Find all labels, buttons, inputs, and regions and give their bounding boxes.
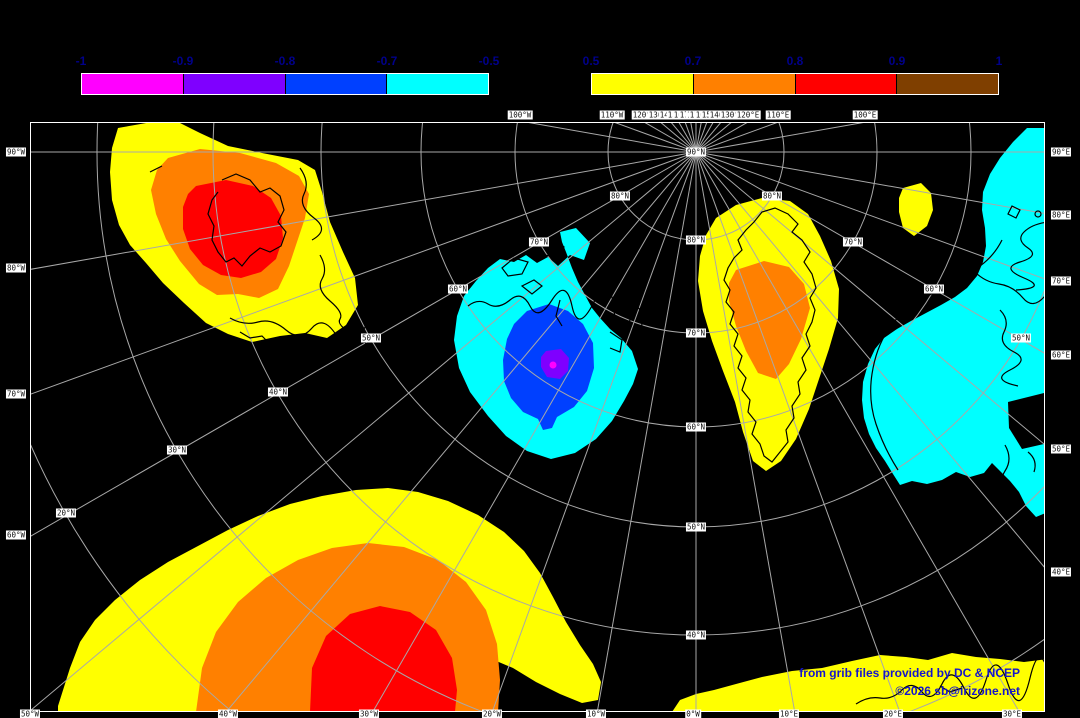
- colorbar-segment: [592, 74, 693, 94]
- graticule-label: 110°W: [599, 110, 625, 120]
- coastline: [520, 279, 543, 295]
- graticule-label: 90°W: [5, 147, 27, 157]
- coastline: [555, 299, 563, 327]
- graticule-label: 120°E: [735, 110, 761, 120]
- graticule-label: 80°N: [685, 235, 707, 245]
- colorbar-segment: [82, 74, 183, 94]
- colorbar-segment: [387, 74, 488, 94]
- colorbar-segment: [795, 74, 897, 94]
- coastline: [1001, 444, 1012, 494]
- graticule-label: 70°N: [528, 237, 550, 247]
- coastline: [319, 254, 369, 350]
- graticule-label: 40°N: [267, 387, 289, 397]
- coastline: [723, 207, 817, 463]
- colorbar-tick-label: -0.7: [376, 54, 398, 68]
- coastline: [239, 331, 271, 345]
- anomaly-region-red: [310, 606, 457, 712]
- graticule-label: 30°E: [1001, 709, 1023, 718]
- anomaly-region-yellow: [672, 653, 1045, 712]
- coastline: [1027, 451, 1036, 473]
- graticule-label: 70°E: [1050, 276, 1072, 286]
- colorbar-tick-label: 0.7: [684, 54, 702, 68]
- coastline: [609, 331, 623, 353]
- anomaly-region-magenta: [549, 361, 557, 369]
- graticule-label: 20°N: [55, 508, 77, 518]
- graticule-label: 80°N: [609, 191, 631, 201]
- graticule-label: 30°N: [166, 445, 188, 455]
- graticule-label: 80°W: [5, 263, 27, 273]
- colorbar-segment: [183, 74, 285, 94]
- coastline: [1010, 221, 1045, 291]
- graticule-label: 50°N: [1010, 333, 1032, 343]
- colorbar-tick-label: 0.9: [888, 54, 906, 68]
- graticule-label: 90°E: [1050, 147, 1072, 157]
- coastline: [855, 657, 1045, 705]
- graticule-label: 60°N: [923, 284, 945, 294]
- coastline: [467, 287, 643, 360]
- coastline: [523, 697, 532, 706]
- graticule-label: 110°E: [765, 110, 791, 120]
- colorbar-segment: [897, 74, 998, 94]
- graticule-label: 10°W: [585, 709, 607, 718]
- colorbar-tick-label: -0.5: [478, 54, 500, 68]
- anomaly-region-yellow: [899, 183, 933, 236]
- colorbar-tick-label: -1: [75, 54, 87, 68]
- graticule-label: 70°N: [842, 237, 864, 247]
- graticule-label: 30°W: [358, 709, 380, 718]
- colorbar-tick-label: 0.8: [786, 54, 804, 68]
- negative-colorbar: [81, 73, 489, 95]
- graticule-label: 80°E: [1050, 210, 1072, 220]
- graticule-label: 50°N: [685, 522, 707, 532]
- colorbar-tick-label: -0.9: [172, 54, 194, 68]
- graticule-label: 20°W: [481, 709, 503, 718]
- graticule-label: 100°W: [507, 110, 533, 120]
- colorbar-tick-label: 0.5: [582, 54, 600, 68]
- coastline: [974, 271, 1045, 305]
- graticule-label: 120°W: [631, 110, 657, 120]
- attribution-source: from grib files provided by DC & NCEP: [799, 666, 1020, 680]
- attribution-copyright: ©2026 sb@irizone.net: [895, 684, 1020, 698]
- coastline: [299, 167, 323, 241]
- positive-colorbar: [591, 73, 999, 95]
- anomaly-region-red: [183, 180, 283, 278]
- coastline: [1034, 210, 1042, 218]
- graticule-label: 80°N: [761, 191, 783, 201]
- graticule-label: 60°N: [685, 422, 707, 432]
- colorbar-tick-label: -0.8: [274, 54, 296, 68]
- coastline: [539, 238, 565, 258]
- graticule-label: 40°E: [1050, 567, 1072, 577]
- graticule-label: 70°W: [5, 389, 27, 399]
- map-border: [30, 122, 1045, 712]
- graticule-label: 100°E: [852, 110, 878, 120]
- graticule-label: 70°N: [685, 328, 707, 338]
- graticule-label: 0°W: [685, 709, 701, 718]
- graticule-label: 50°W: [19, 709, 41, 718]
- graticule-label: 60°N: [447, 284, 469, 294]
- anomaly-region-cyan: [862, 128, 1045, 517]
- coastline: [207, 173, 287, 267]
- coastline: [939, 685, 963, 693]
- coastline: [149, 165, 163, 173]
- graticule-label: 20°E: [882, 709, 904, 718]
- colorbar-tick-label: 1: [995, 54, 1003, 68]
- colorbar-segment: [693, 74, 795, 94]
- coastline: [501, 257, 529, 277]
- graticule-label: 90°N: [685, 147, 707, 157]
- coastline: [870, 239, 1003, 471]
- coastline: [999, 309, 1022, 387]
- coastline: [1007, 205, 1021, 219]
- graticule-label: 50°E: [1050, 444, 1072, 454]
- anomaly-region-mask: [1008, 392, 1045, 449]
- anomaly-region-orange: [729, 261, 810, 379]
- graticule-label: 50°N: [360, 333, 382, 343]
- graticule-label: 10°E: [778, 709, 800, 718]
- colorbar-segment: [285, 74, 387, 94]
- graticule-label: 40°W: [217, 709, 239, 718]
- graticule-label: 130°E: [719, 110, 745, 120]
- graticule-label: 40°N: [685, 630, 707, 640]
- graticule-label: 60°W: [5, 530, 27, 540]
- graticule-label: 60°E: [1050, 350, 1072, 360]
